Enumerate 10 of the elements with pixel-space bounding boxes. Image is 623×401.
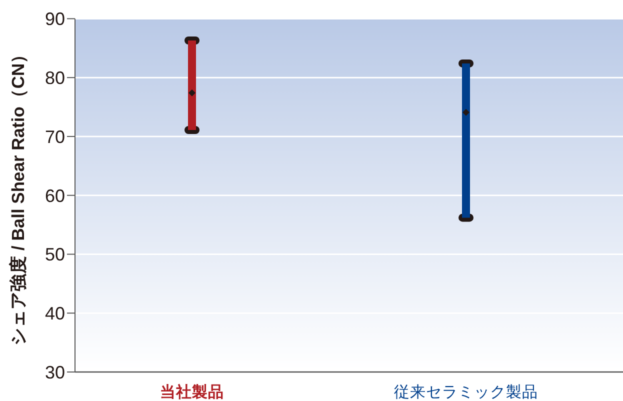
y-tick-label: 80 [44, 68, 65, 88]
y-tick-label: 50 [44, 244, 65, 265]
y-tick-label: 70 [44, 126, 65, 147]
y-tick-label: 60 [44, 186, 65, 206]
x-tick-label: 当社製品 [160, 383, 224, 401]
y-tick-label: 90 [44, 9, 65, 30]
y-tick-label: 30 [44, 362, 65, 382]
y-axis-title: シェア強度 / Ball Shear Ratio（CN） [8, 45, 28, 346]
y-tick-label: 40 [44, 304, 65, 324]
x-tick-label: 従来セラミック製品 [394, 383, 538, 401]
